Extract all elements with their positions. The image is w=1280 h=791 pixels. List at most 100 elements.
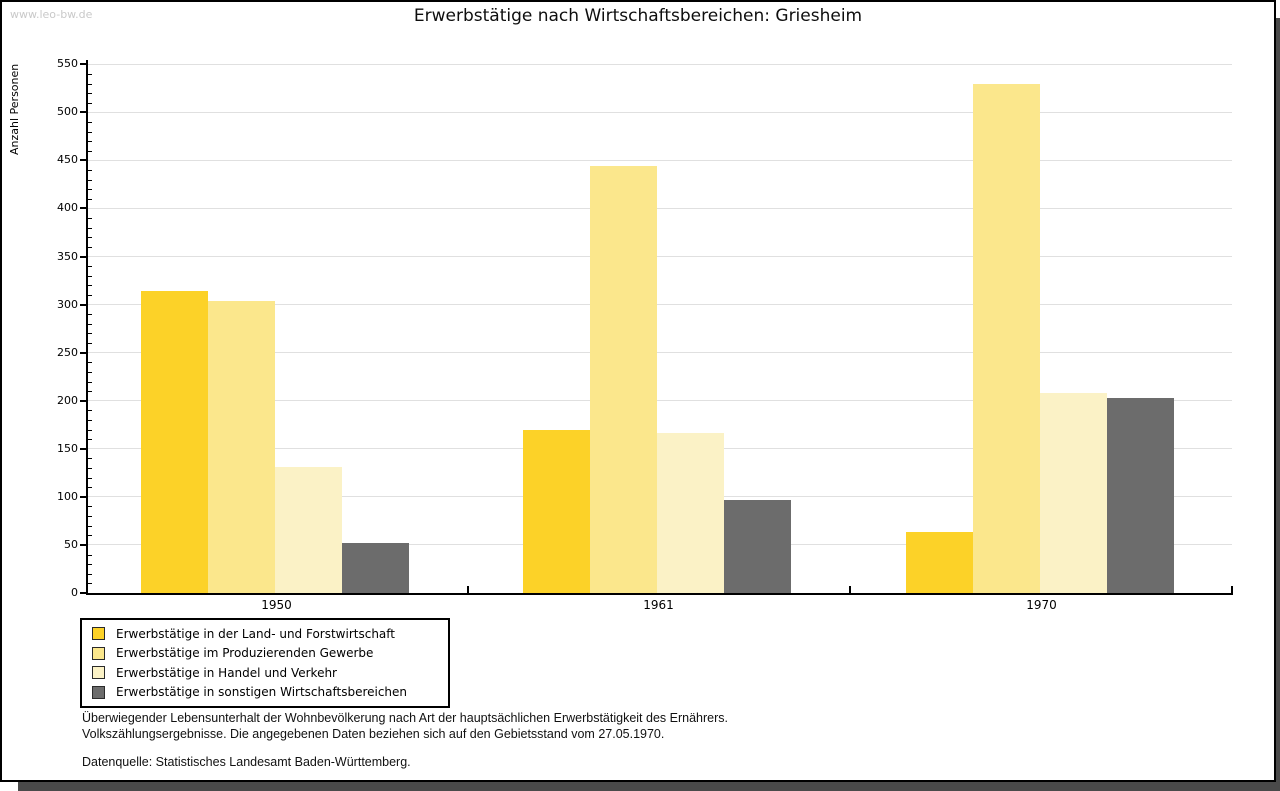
y-minor-tick <box>88 285 92 287</box>
y-major-tick <box>80 399 87 402</box>
legend-swatch-icon <box>92 646 105 660</box>
bar-1970-series1 <box>905 532 973 593</box>
legend-label: Erwerbstätige in der Land- und Forstwirt… <box>116 626 395 641</box>
y-major-tick <box>80 495 87 498</box>
legend-item-4: Erwerbstätige in sonstigen Wirtschaftsbe… <box>82 683 448 703</box>
legend-item-1: Erwerbstätige in der Land- und Forstwirt… <box>82 624 448 644</box>
bar-1970-series3 <box>1039 393 1107 593</box>
y-minor-tick <box>88 516 92 518</box>
y-major-tick <box>80 111 87 114</box>
y-minor-tick <box>88 93 92 95</box>
y-minor-tick <box>88 535 92 537</box>
y-minor-tick <box>88 573 92 575</box>
y-minor-tick <box>88 333 92 335</box>
y-tick-label: 150 <box>57 441 78 455</box>
x-tick <box>849 586 851 593</box>
y-minor-tick <box>88 275 92 277</box>
chart-title: Erwerbstätige nach Wirtschaftsbereichen:… <box>413 6 863 26</box>
y-minor-tick <box>88 487 92 489</box>
x-tick <box>1231 586 1233 593</box>
y-minor-tick <box>88 198 92 200</box>
x-axis-line <box>86 593 1233 595</box>
gridline <box>88 159 1232 161</box>
y-major-tick <box>80 255 87 258</box>
y-minor-tick <box>88 314 92 316</box>
y-minor-tick <box>88 381 92 383</box>
y-minor-tick <box>88 73 92 75</box>
bar-1961-series4 <box>723 499 791 593</box>
bar-1970-series2 <box>972 84 1040 593</box>
y-tick-label: 200 <box>57 393 78 407</box>
footer-notes: Überwiegender Lebensunterhalt der Wohnbe… <box>82 710 728 770</box>
y-minor-tick <box>88 189 92 191</box>
y-minor-tick <box>88 583 92 585</box>
y-minor-tick <box>88 237 92 239</box>
y-major-tick <box>80 159 87 162</box>
gridline <box>88 352 1232 354</box>
y-minor-tick <box>88 131 92 133</box>
y-minor-tick <box>88 419 92 421</box>
y-minor-tick <box>88 410 92 412</box>
data-source: Datenquelle: Statistisches Landesamt Bad… <box>82 755 411 769</box>
y-minor-tick <box>88 150 92 152</box>
y-minor-tick <box>88 554 92 556</box>
y-major-tick <box>80 303 87 306</box>
y-major-tick <box>80 207 87 210</box>
gridline <box>88 111 1232 113</box>
y-minor-tick <box>88 362 92 364</box>
x-tick-label: 1950 <box>261 598 292 612</box>
bar-1961-series1 <box>522 429 590 593</box>
y-tick-label: 500 <box>57 105 78 119</box>
y-major-tick <box>80 351 87 354</box>
plot-area: 0 50 100 150 200 250 300 350 400 450 500 550 1950 196… <box>2 2 1274 780</box>
y-minor-tick <box>88 246 92 248</box>
y-tick-label: 100 <box>57 489 78 503</box>
legend-label: Erwerbstätige in Handel und Verkehr <box>116 665 337 680</box>
y-major-tick <box>80 63 87 66</box>
x-tick <box>466 586 469 593</box>
legend-label: Erwerbstätige in sonstigen Wirtschaftsbe… <box>116 685 408 700</box>
y-tick-label: 450 <box>57 153 78 167</box>
y-minor-tick <box>88 439 92 441</box>
y-tick-label: 250 <box>57 345 78 359</box>
y-minor-tick <box>88 141 92 143</box>
y-minor-tick <box>88 83 92 85</box>
y-axis-line <box>86 60 88 595</box>
bar-1950-series2 <box>207 300 275 593</box>
y-minor-tick <box>88 429 92 431</box>
y-minor-tick <box>88 458 92 460</box>
y-tick-label: 300 <box>57 297 78 311</box>
y-major-tick <box>80 447 87 450</box>
bar-1950-series4 <box>341 543 409 593</box>
y-tick-label: 0 <box>71 586 78 599</box>
legend-box: Erwerbstätige in der Land- und Forstwirt… <box>80 618 450 708</box>
gridline <box>88 304 1232 306</box>
bar-1950-series1 <box>140 291 208 593</box>
y-tick-label: 400 <box>57 201 78 215</box>
bar-1950-series3 <box>274 467 342 593</box>
legend-label: Erwerbstätige im Produzierenden Gewerbe <box>116 646 374 661</box>
gridline <box>88 400 1232 402</box>
y-minor-tick <box>88 227 92 229</box>
y-minor-tick <box>88 218 92 220</box>
bar-1970-series4 <box>1106 397 1174 593</box>
y-minor-tick <box>88 323 92 325</box>
y-minor-tick <box>88 477 92 479</box>
legend-swatch-icon <box>92 685 105 699</box>
y-minor-tick <box>88 468 92 470</box>
legend-item-3: Erwerbstätige in Handel und Verkehr <box>82 663 448 683</box>
y-minor-tick <box>88 564 92 566</box>
gridline <box>88 207 1232 209</box>
y-minor-tick <box>88 525 92 527</box>
bar-1961-series2 <box>589 166 657 593</box>
y-major-tick <box>80 592 87 594</box>
y-tick-label: 550 <box>57 57 78 71</box>
legend-swatch-icon <box>92 627 105 641</box>
y-minor-tick <box>88 295 92 296</box>
y-tick-label: 350 <box>57 249 78 263</box>
y-minor-tick <box>88 343 92 345</box>
gridline <box>88 63 1232 65</box>
y-major-tick <box>80 543 87 546</box>
y-minor-tick <box>88 179 92 181</box>
